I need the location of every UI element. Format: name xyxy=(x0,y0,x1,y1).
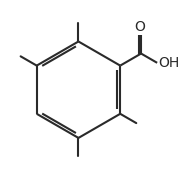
Text: O: O xyxy=(134,20,145,34)
Text: OH: OH xyxy=(158,56,179,70)
